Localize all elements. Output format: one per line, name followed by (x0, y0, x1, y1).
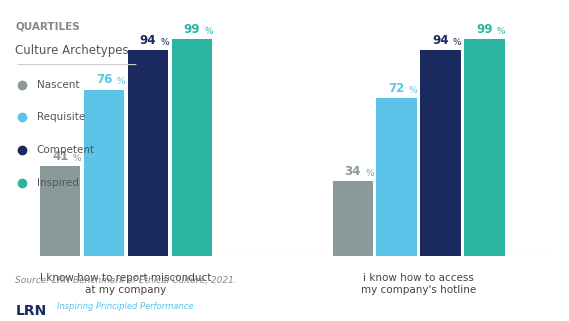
Bar (464, 39, 505, 256)
Bar (420, 50, 461, 256)
Text: Competent: Competent (36, 145, 95, 155)
Text: 41: 41 (52, 150, 68, 163)
Bar (172, 39, 212, 256)
Text: i know how to access
my company's hotline: i know how to access my company's hotlin… (361, 273, 476, 295)
Text: I know how to report misconduct
at my company: I know how to report misconduct at my co… (40, 273, 212, 295)
Text: %: % (204, 27, 213, 36)
Text: QUARTILES: QUARTILES (15, 22, 80, 32)
Bar (332, 181, 373, 256)
Text: %: % (73, 154, 81, 163)
Text: 99: 99 (184, 23, 200, 36)
Text: LRN: LRN (15, 304, 47, 318)
Text: %: % (453, 38, 461, 47)
Text: Inspired: Inspired (36, 178, 79, 188)
Text: 94: 94 (140, 34, 156, 47)
Bar (84, 90, 124, 256)
Bar (128, 50, 168, 256)
Text: Source: LRN Benchmark of Ethical Culture, 2021.: Source: LRN Benchmark of Ethical Culture… (15, 276, 237, 285)
Bar (40, 166, 80, 256)
Text: 76: 76 (96, 73, 112, 86)
Text: 94: 94 (432, 34, 449, 47)
Text: %: % (365, 169, 374, 178)
Text: Inspiring Principled Performance.: Inspiring Principled Performance. (57, 302, 196, 311)
Bar (377, 98, 417, 256)
Text: %: % (497, 27, 505, 36)
Text: Requisite: Requisite (36, 112, 85, 122)
Text: 34: 34 (345, 165, 361, 178)
Text: %: % (160, 38, 169, 47)
Text: Nascent: Nascent (36, 80, 79, 90)
Text: 72: 72 (389, 82, 405, 95)
Text: %: % (117, 77, 125, 86)
Text: Culture Archetypes: Culture Archetypes (15, 44, 129, 57)
Text: 99: 99 (476, 23, 493, 36)
Text: %: % (409, 86, 418, 95)
